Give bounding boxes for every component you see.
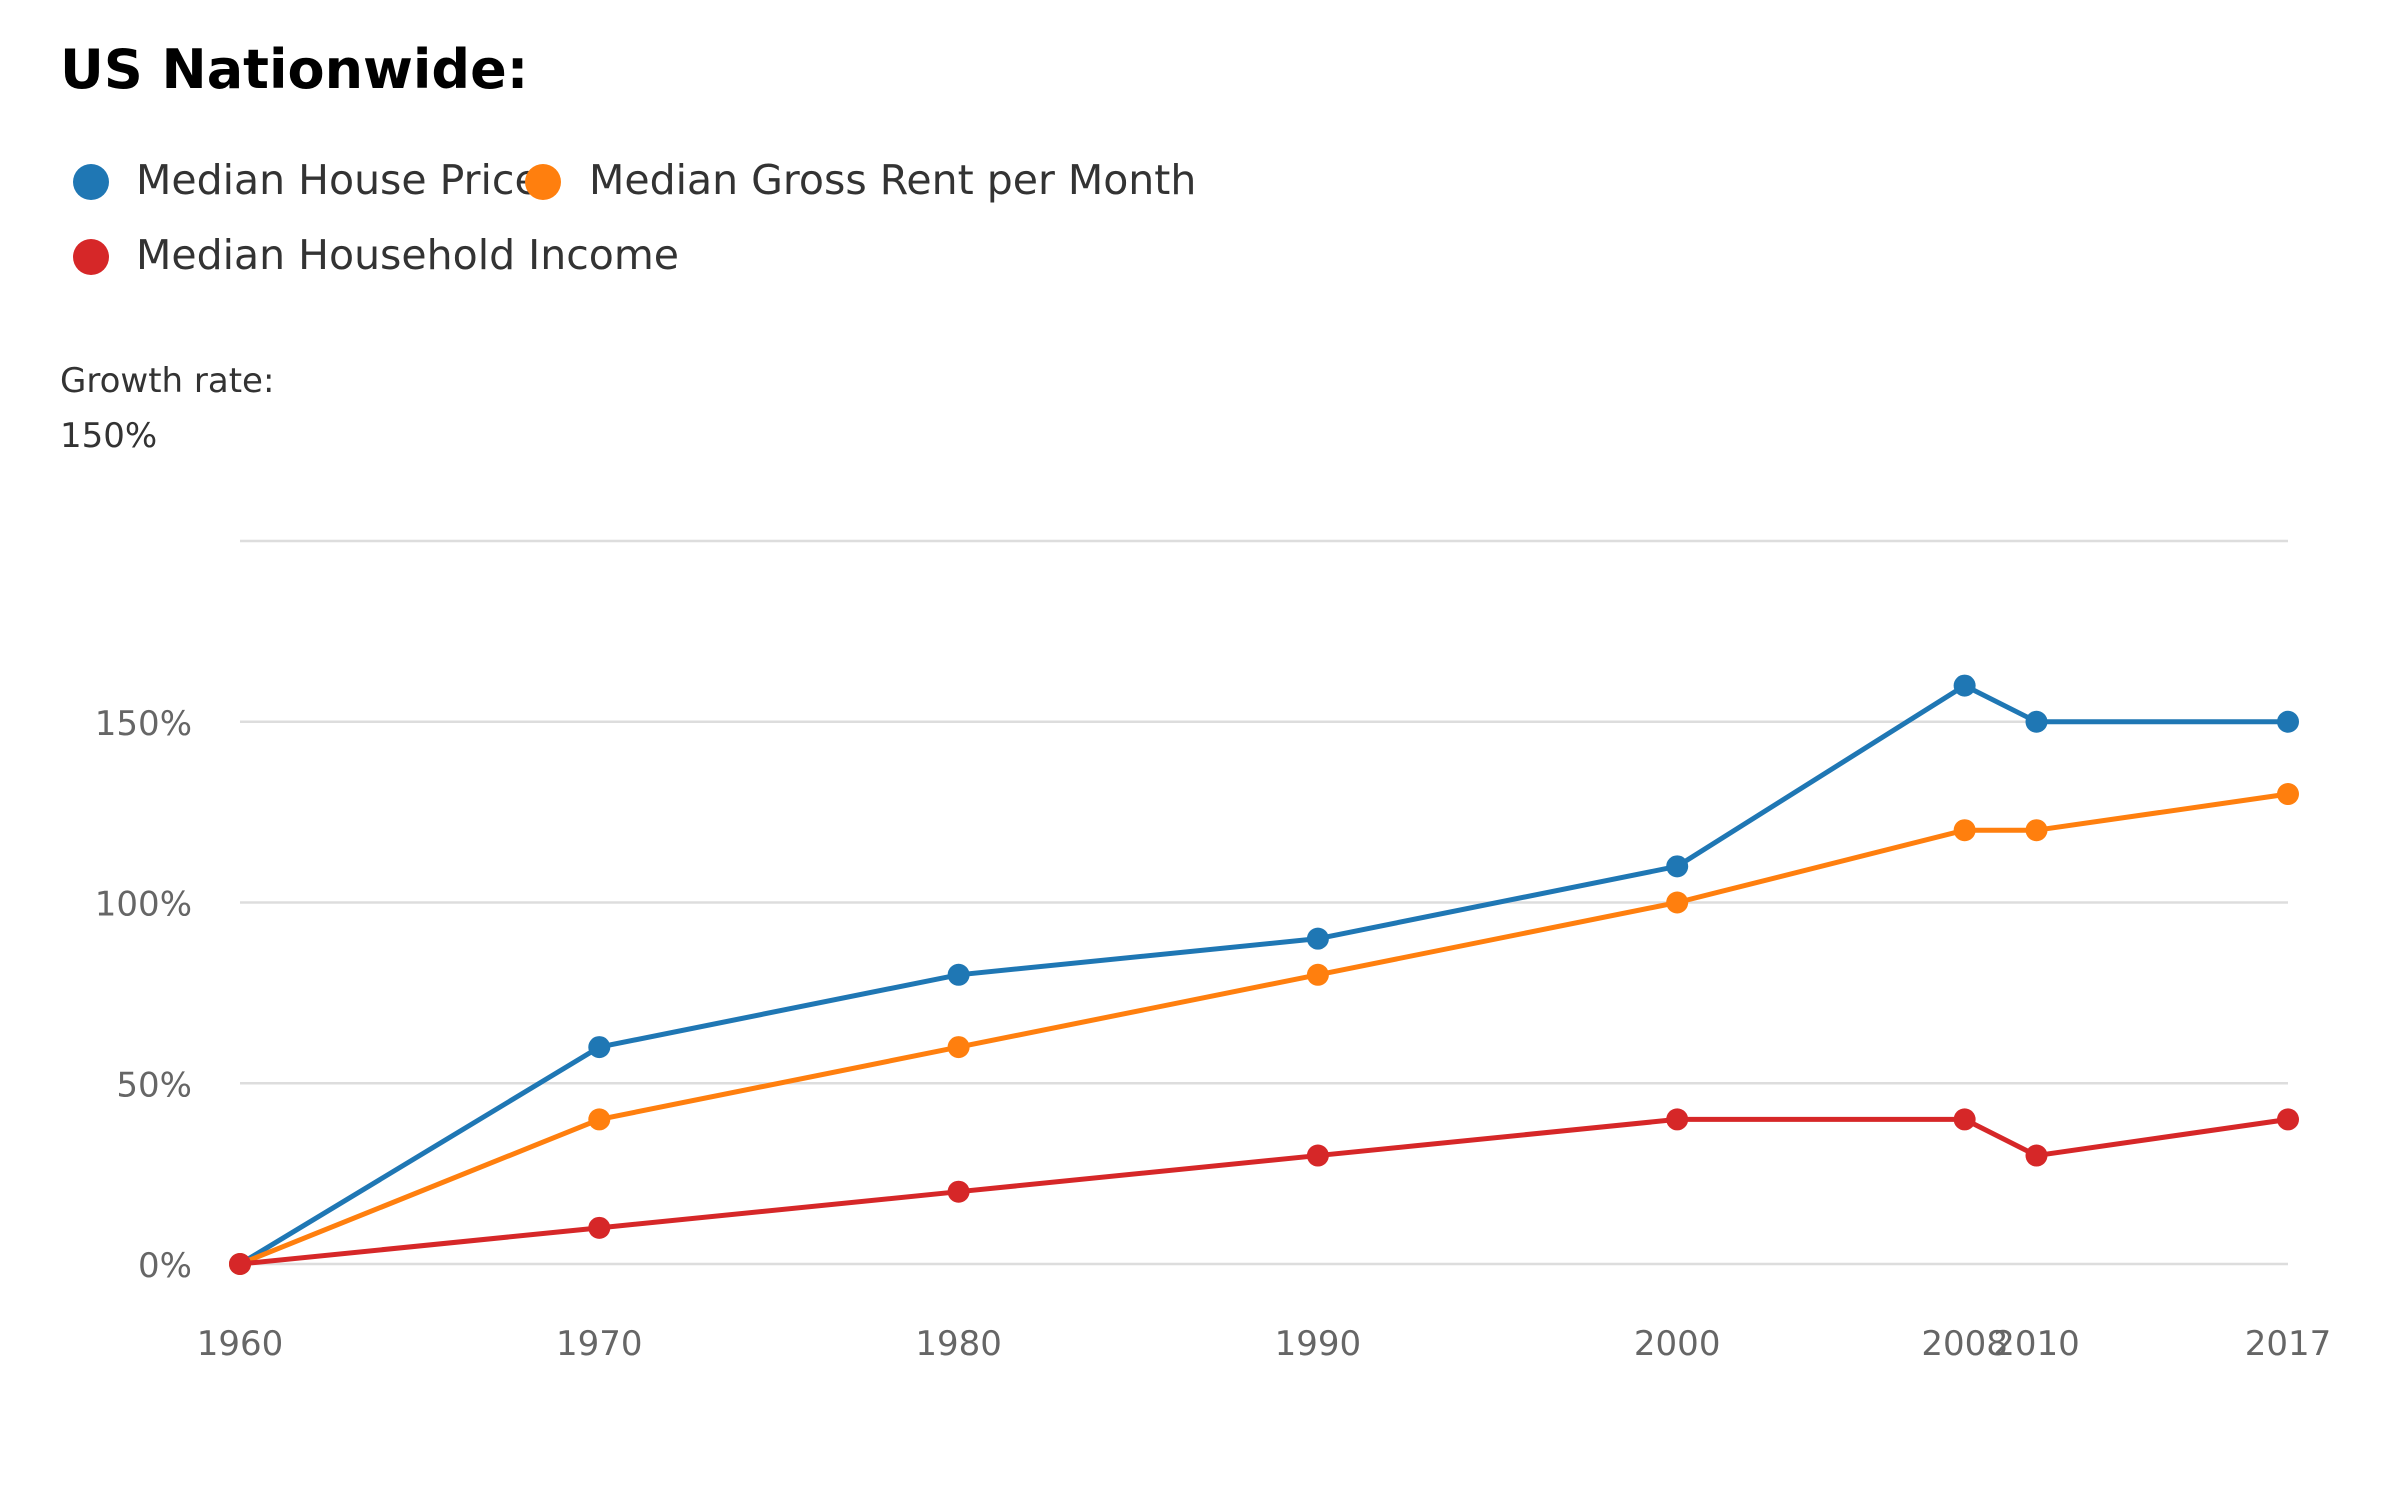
x-tick-label: 1980 [915,1324,1002,1364]
legend-item: Median House Price [73,156,540,204]
y-tick-label: 0% [138,1246,192,1286]
data-point [1666,855,1689,878]
data-point [2025,819,2048,842]
x-tick-label: 2000 [1634,1324,1721,1364]
legend-label: Median Gross Rent per Month [589,156,1196,204]
data-point [1953,819,1976,842]
legend-swatch [73,164,109,200]
data-point [2025,1144,2048,1167]
data-point [1953,1108,1976,1131]
growth-rate-value: 150% [60,416,157,456]
data-point [588,1036,611,1059]
series-line [237,1116,2291,1267]
data-point [2277,1108,2299,1131]
data-point [1953,674,1976,697]
legend-label: Median Household Income [136,231,679,279]
legend-item: Median Gross Rent per Month [525,156,1196,204]
legend: Median House Price Median Household Incom… [73,156,1196,279]
data-point [2277,783,2299,806]
series-layer [229,674,2299,1275]
data-point [1306,927,1329,950]
series-2 [229,783,2299,1275]
growth-rate-label: Growth rate: [60,361,274,401]
data-point [947,963,970,986]
y-tick-label: 50% [116,1065,192,1105]
x-tick-label: 1990 [1275,1324,1362,1364]
series-3 [229,1108,2299,1275]
data-point [588,1216,611,1239]
legend-swatch [525,164,561,200]
data-point [947,1180,970,1203]
y-axis-tick-labels: 0% 50% 100% 150% [95,704,192,1286]
data-point [1666,891,1689,914]
data-point [2025,710,2048,733]
x-tick-label: 2017 [2245,1324,2332,1364]
legend-item: Median Household Income [73,231,679,279]
data-point [2277,710,2299,733]
series-line [237,791,2291,1267]
y-tick-label: 150% [95,704,192,744]
data-point [947,1036,970,1059]
data-point [588,1108,611,1131]
chart-title: US Nationwide: [60,38,528,101]
legend-swatch [73,239,109,275]
data-point [229,1253,251,1275]
y-tick-label: 100% [95,885,192,925]
data-point [1306,1144,1329,1167]
x-tick-label: 1970 [556,1324,643,1364]
series-1 [229,674,2299,1275]
series-line [237,683,2291,1267]
x-tick-label: 2008 [1921,1324,2008,1364]
data-point [1666,1108,1689,1131]
x-tick-label: 1960 [197,1324,284,1364]
legend-label: Median House Price [136,156,540,204]
data-point [1306,963,1329,986]
x-tick-label: 2010 [1993,1324,2080,1364]
grid-lines [240,539,2288,1266]
